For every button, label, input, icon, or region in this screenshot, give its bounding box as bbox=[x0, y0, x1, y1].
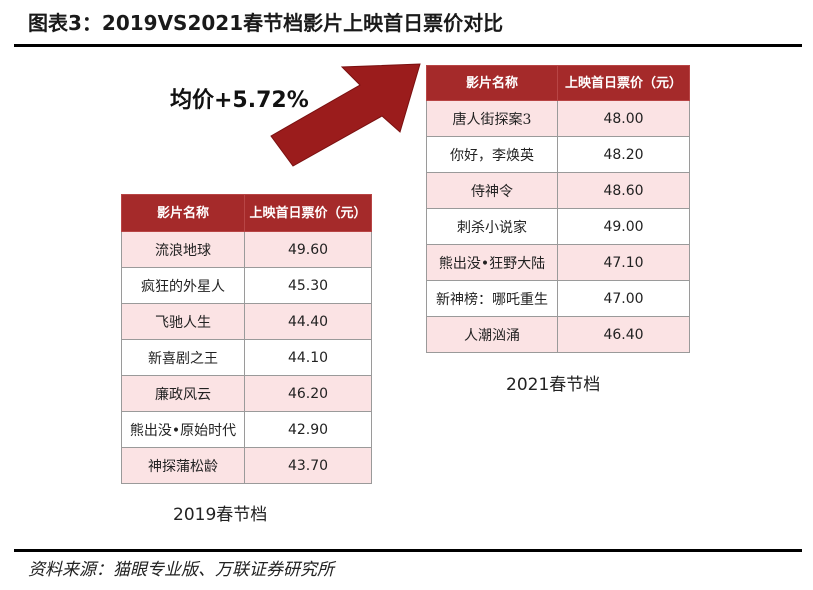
table-row: 侍神令 48.60 bbox=[426, 172, 690, 209]
column-header-film: 影片名称 bbox=[426, 65, 558, 101]
film-name: 人潮汹涌 bbox=[426, 316, 558, 353]
film-name: 流浪地球 bbox=[121, 231, 245, 268]
film-name: 刺杀小说家 bbox=[426, 208, 558, 245]
ticket-price: 46.40 bbox=[557, 316, 690, 353]
average-change-label: 均价+5.72% bbox=[170, 88, 309, 113]
caption-2021: 2021春节档 bbox=[506, 375, 601, 395]
top-rule bbox=[14, 44, 802, 47]
film-name: 飞驰人生 bbox=[121, 303, 245, 340]
film-name: 疯狂的外星人 bbox=[121, 267, 245, 304]
table-row: 新喜剧之王 44.10 bbox=[121, 339, 372, 376]
film-name: 新神榜：哪吒重生 bbox=[426, 280, 558, 317]
ticket-price: 45.30 bbox=[244, 267, 372, 304]
table-row: 唐人街探案3 48.00 bbox=[426, 100, 690, 137]
table-row: 人潮汹涌 46.40 bbox=[426, 316, 690, 353]
ticket-price: 48.20 bbox=[557, 136, 690, 173]
column-header-price: 上映首日票价（元） bbox=[557, 65, 690, 101]
caption-2019: 2019春节档 bbox=[173, 505, 268, 525]
film-name: 新喜剧之王 bbox=[121, 339, 245, 376]
table-row: 廉政风云 46.20 bbox=[121, 375, 372, 412]
source-note: 资料来源：猫眼专业版、万联证券研究所 bbox=[28, 560, 334, 580]
ticket-price: 43.70 bbox=[244, 447, 372, 484]
figure-title: 图表3：2019VS2021春节档影片上映首日票价对比 bbox=[28, 11, 504, 35]
film-name: 你好，李焕英 bbox=[426, 136, 558, 173]
table-row: 新神榜：哪吒重生 47.00 bbox=[426, 280, 690, 317]
table-row: 飞驰人生 44.40 bbox=[121, 303, 372, 340]
ticket-price: 46.20 bbox=[244, 375, 372, 412]
table-row: 流浪地球 49.60 bbox=[121, 231, 372, 268]
up-arrow-shape bbox=[270, 63, 421, 167]
film-name: 神探蒲松龄 bbox=[121, 447, 245, 484]
film-name: 熊出没•狂野大陆 bbox=[426, 244, 558, 281]
table-2021: 影片名称 上映首日票价（元） 唐人街探案3 48.00 你好，李焕英 48.20… bbox=[426, 65, 690, 353]
table-row: 熊出没•原始时代 42.90 bbox=[121, 411, 372, 448]
film-name: 侍神令 bbox=[426, 172, 558, 209]
table-row: 刺杀小说家 49.00 bbox=[426, 208, 690, 245]
table-row: 熊出没•狂野大陆 47.10 bbox=[426, 244, 690, 281]
ticket-price: 49.00 bbox=[557, 208, 690, 245]
ticket-price: 47.10 bbox=[557, 244, 690, 281]
ticket-price: 48.60 bbox=[557, 172, 690, 209]
column-header-film: 影片名称 bbox=[121, 194, 245, 232]
ticket-price: 42.90 bbox=[244, 411, 372, 448]
ticket-price: 44.10 bbox=[244, 339, 372, 376]
film-name: 熊出没•原始时代 bbox=[121, 411, 245, 448]
bottom-rule bbox=[14, 549, 802, 552]
table-row: 你好，李焕英 48.20 bbox=[426, 136, 690, 173]
film-name: 唐人街探案3 bbox=[426, 100, 558, 137]
ticket-price: 49.60 bbox=[244, 231, 372, 268]
table-row: 疯狂的外星人 45.30 bbox=[121, 267, 372, 304]
column-header-price: 上映首日票价（元） bbox=[244, 194, 372, 232]
film-name: 廉政风云 bbox=[121, 375, 245, 412]
ticket-price: 48.00 bbox=[557, 100, 690, 137]
table-2019: 影片名称 上映首日票价（元） 流浪地球 49.60 疯狂的外星人 45.30 飞… bbox=[121, 194, 372, 484]
ticket-price: 47.00 bbox=[557, 280, 690, 317]
ticket-price: 44.40 bbox=[244, 303, 372, 340]
table-row: 神探蒲松龄 43.70 bbox=[121, 447, 372, 484]
